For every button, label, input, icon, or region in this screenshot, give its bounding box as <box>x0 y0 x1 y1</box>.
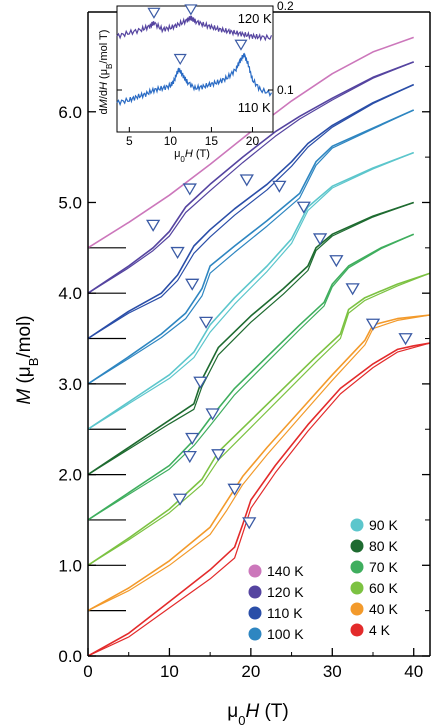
inset-series-110-K <box>116 52 273 107</box>
inset-marker-2 <box>173 53 187 66</box>
transition-marker-19 <box>365 318 381 331</box>
transition-marker-17 <box>227 483 242 496</box>
inset-markers-group <box>147 4 248 66</box>
series-line-down-4-K <box>87 342 431 657</box>
inset-marker-1 <box>184 4 198 16</box>
transition-marker-13 <box>182 451 197 464</box>
inset-x-axis-title: μ0H (T) <box>174 148 210 164</box>
legend-label-60-K: 60 K <box>369 580 398 596</box>
transition-marker-14 <box>211 449 226 462</box>
x-tick-label-0: 0 <box>83 662 92 681</box>
transition-marker-1 <box>182 183 197 196</box>
series-line-60-K <box>87 272 431 566</box>
series-line-down-100-K <box>87 109 414 385</box>
x-tick-label-2: 20 <box>241 662 260 681</box>
legend-label-70-K: 70 K <box>369 559 398 575</box>
series-line-80-K <box>87 201 414 476</box>
legend-label-80-K: 80 K <box>369 538 398 554</box>
legend-swatch-4-K <box>350 623 364 637</box>
legend-label-110-K: 110 K <box>267 605 303 621</box>
series-line-down-120-K <box>87 61 414 294</box>
legend-swatch-140-K <box>248 564 262 578</box>
legend-swatch-90-K <box>350 518 364 532</box>
legend: 140 K 120 K 110 K 100 K 90 K 80 K 70 K 60 K 40 K… <box>248 517 398 642</box>
inset-x-tick-label-0: 5 <box>126 134 133 148</box>
inset-x-tick-label-1: 10 <box>164 134 178 148</box>
transition-marker-18 <box>242 517 257 530</box>
inset-series-labels: 120 K 110 K <box>238 11 272 115</box>
legend-label-40-K: 40 K <box>369 601 398 617</box>
legend-label-120-K: 120 K <box>267 584 304 600</box>
transition-marker-10 <box>193 376 208 389</box>
transition-marker-0 <box>146 219 161 232</box>
series-line-down-60-K <box>87 272 431 566</box>
transition-marker-8 <box>312 233 328 246</box>
y-tick-label-6: 6.0 <box>58 103 82 122</box>
inset-tick-labels: 5 10 15 20 0.1 0.2 <box>126 0 294 148</box>
series-line-110-K <box>87 83 415 340</box>
legend-label-140-K: 140 K <box>267 563 304 579</box>
transition-marker-11 <box>205 408 220 421</box>
legend-swatch-110-K <box>248 606 262 620</box>
legend-swatch-60-K <box>350 581 364 595</box>
y-tick-label-4: 4.0 <box>58 284 82 303</box>
x-tick-label-4: 40 <box>404 662 423 681</box>
x-tick-label-1: 10 <box>160 662 179 681</box>
series-line-100-K <box>87 109 415 385</box>
main-y-axis-title: M (μB/mol) <box>14 315 41 404</box>
series-line-down-70-K <box>87 233 414 521</box>
transition-marker-5 <box>170 246 185 260</box>
y-tick-label-0: 0.0 <box>58 647 82 666</box>
y-tick-label-5: 5.0 <box>58 193 82 212</box>
inset-marker-0 <box>147 7 161 19</box>
legend-swatch-40-K <box>350 602 364 616</box>
inset-y-axis-title: dM/dH (μB/mol T) <box>98 30 114 115</box>
legend-swatch-70-K <box>350 560 364 574</box>
y-tick-label-3: 3.0 <box>58 375 82 394</box>
inset-axes <box>117 5 273 132</box>
x-tick-label-3: 30 <box>323 662 342 681</box>
legend-label-90-K: 90 K <box>369 517 398 533</box>
legend-swatch-120-K <box>248 585 262 599</box>
inset-chart: 5 10 15 20 0.1 0.2 120 K 110 K μ0H (T) dM/dH (… <box>98 0 294 164</box>
series-line-down-90-K <box>87 152 414 430</box>
offset-marks <box>88 247 126 612</box>
main-tick-labels: 0 10 20 30 40 0.0 1.0 2.0 3.0 4.0 5.0 6.0 <box>58 103 423 681</box>
inset-series-group <box>116 15 273 107</box>
legend-label-4-K: 4 K <box>369 622 391 638</box>
legend-swatch-100-K <box>248 627 262 641</box>
transition-marker-15 <box>345 283 360 296</box>
transition-marker-4 <box>296 201 311 214</box>
transition-marker-9 <box>329 255 344 268</box>
inset-y-tick-label-1: 0.2 <box>277 0 294 13</box>
series-line-90-K <box>87 151 414 430</box>
inset-marker-3 <box>234 39 248 51</box>
legend-swatch-80-K <box>350 539 364 553</box>
transition-marker-12 <box>185 432 200 445</box>
y-tick-label-2: 2.0 <box>58 466 82 485</box>
y-tick-label-1: 1.0 <box>58 556 82 575</box>
inset-x-tick-label-3: 20 <box>246 134 260 148</box>
inset-x-tick-label-2: 15 <box>205 134 219 148</box>
series-line-120-K <box>87 61 414 294</box>
legend-label-100-K: 100 K <box>267 626 304 642</box>
transition-marker-6 <box>185 278 200 291</box>
inset-y-tick-label-0: 0.1 <box>277 83 294 97</box>
transition-marker-2 <box>239 174 254 187</box>
transition-marker-7 <box>198 316 214 329</box>
transition-marker-16 <box>172 493 188 506</box>
series-line-down-80-K <box>87 201 414 476</box>
main-x-axis-title: μ0H (T) <box>227 701 288 727</box>
series-line-70-K <box>87 233 415 521</box>
inset-series-label-1: 110 K <box>238 100 271 115</box>
transition-marker-20 <box>398 333 413 346</box>
series-line-4-K <box>87 342 431 657</box>
main-markers-group <box>146 174 413 530</box>
main-series-group <box>87 36 431 657</box>
transition-marker-3 <box>272 180 287 193</box>
series-line-down-110-K <box>87 84 414 340</box>
inset-series-120-K <box>116 15 273 42</box>
inset-series-label-0: 120 K <box>238 11 272 26</box>
